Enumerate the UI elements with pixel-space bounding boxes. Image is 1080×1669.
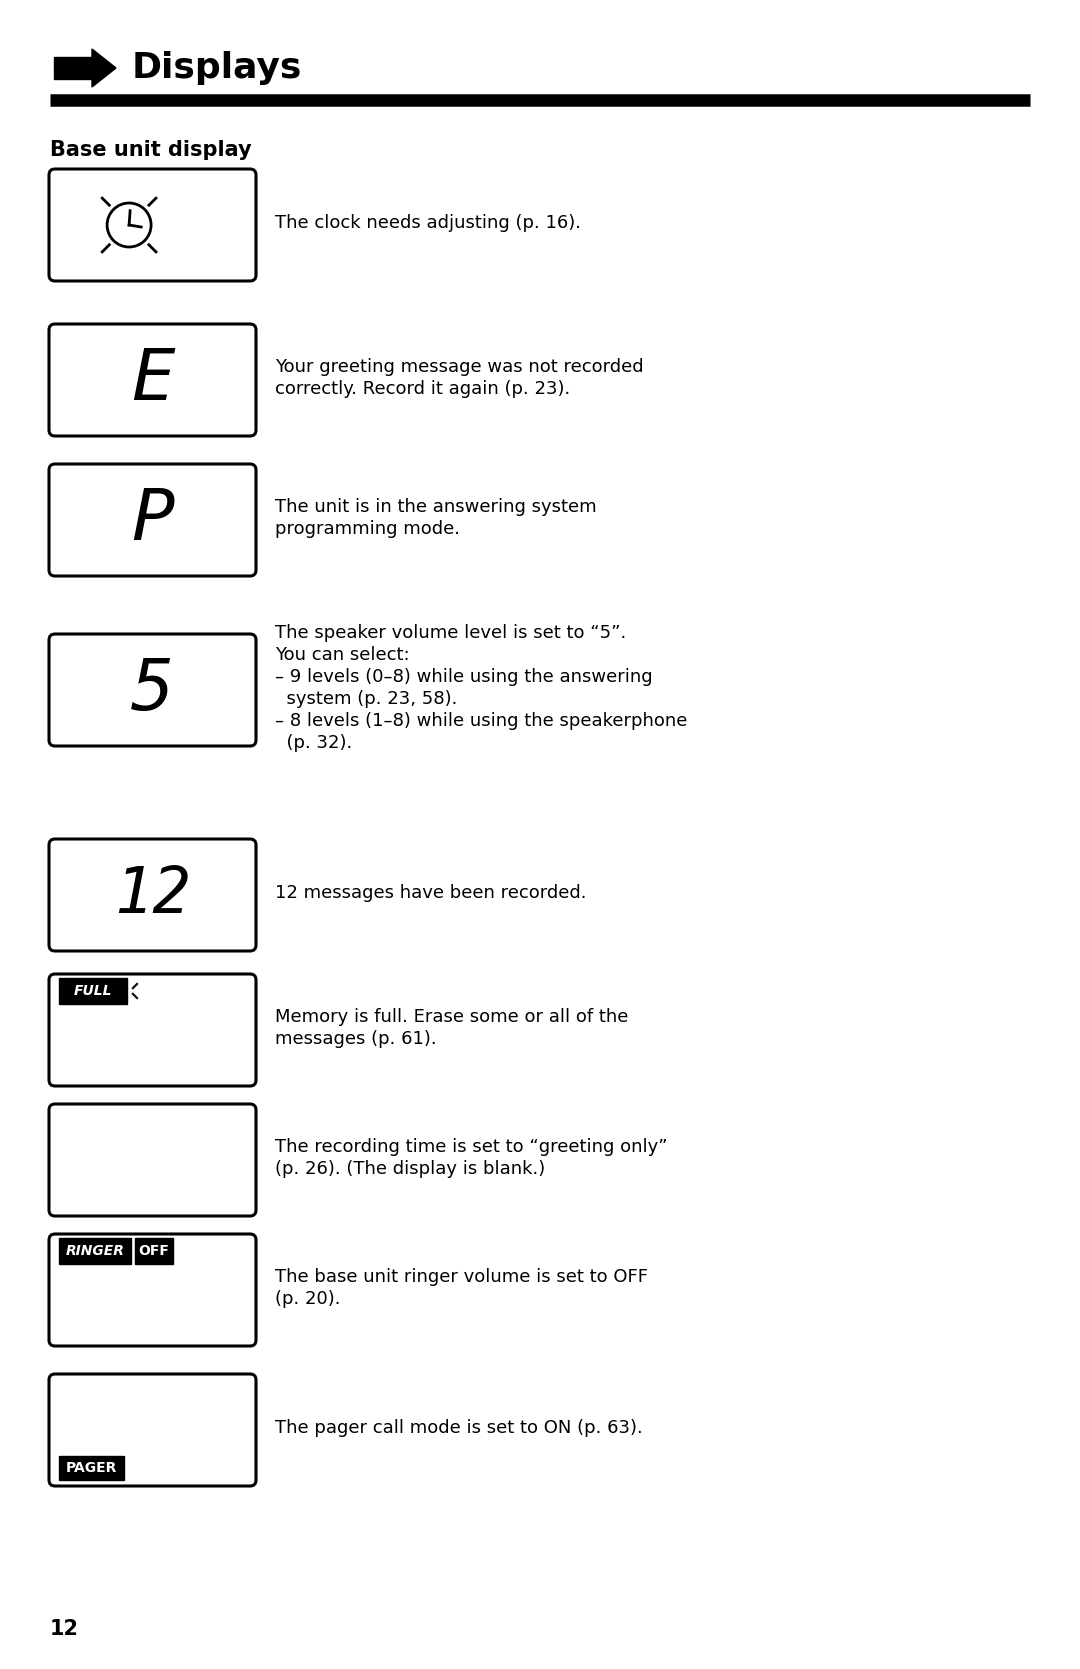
FancyBboxPatch shape bbox=[49, 464, 256, 576]
Text: system (p. 23, 58).: system (p. 23, 58). bbox=[275, 689, 457, 708]
FancyBboxPatch shape bbox=[49, 1233, 256, 1345]
Text: Base unit display: Base unit display bbox=[50, 140, 252, 160]
Text: (p. 26). (The display is blank.): (p. 26). (The display is blank.) bbox=[275, 1160, 545, 1178]
Text: The pager call mode is set to ON (p. 63).: The pager call mode is set to ON (p. 63)… bbox=[275, 1419, 643, 1437]
Text: messages (p. 61).: messages (p. 61). bbox=[275, 1030, 436, 1048]
Text: Memory is full. Erase some or all of the: Memory is full. Erase some or all of the bbox=[275, 1008, 629, 1026]
Text: programming mode.: programming mode. bbox=[275, 521, 460, 537]
Text: correctly. Record it again (p. 23).: correctly. Record it again (p. 23). bbox=[275, 381, 570, 397]
Text: PAGER: PAGER bbox=[66, 1460, 118, 1475]
Bar bbox=[59, 1238, 131, 1263]
Polygon shape bbox=[92, 48, 116, 87]
Bar bbox=[59, 1455, 124, 1480]
FancyBboxPatch shape bbox=[49, 324, 256, 436]
Text: The unit is in the answering system: The unit is in the answering system bbox=[275, 497, 596, 516]
Text: 12: 12 bbox=[114, 865, 191, 926]
Text: P: P bbox=[131, 486, 174, 554]
Text: Displays: Displays bbox=[132, 52, 302, 85]
Text: The recording time is set to “greeting only”: The recording time is set to “greeting o… bbox=[275, 1138, 667, 1157]
Text: FULL: FULL bbox=[73, 985, 112, 998]
Text: 12: 12 bbox=[50, 1619, 79, 1639]
Text: E: E bbox=[131, 345, 174, 414]
FancyBboxPatch shape bbox=[49, 169, 256, 280]
Text: The speaker volume level is set to “5”.: The speaker volume level is set to “5”. bbox=[275, 624, 626, 643]
Text: RINGER: RINGER bbox=[66, 1243, 124, 1258]
FancyBboxPatch shape bbox=[49, 1374, 256, 1485]
Text: – 8 levels (1–8) while using the speakerphone: – 8 levels (1–8) while using the speaker… bbox=[275, 713, 687, 729]
FancyBboxPatch shape bbox=[49, 1103, 256, 1217]
Text: The base unit ringer volume is set to OFF: The base unit ringer volume is set to OF… bbox=[275, 1268, 648, 1287]
Bar bbox=[59, 978, 127, 1005]
FancyBboxPatch shape bbox=[49, 840, 256, 951]
Bar bbox=[135, 1238, 173, 1263]
Bar bbox=[54, 57, 92, 78]
Text: OFF: OFF bbox=[138, 1243, 170, 1258]
Text: The clock needs adjusting (p. 16).: The clock needs adjusting (p. 16). bbox=[275, 214, 581, 232]
Text: (p. 32).: (p. 32). bbox=[275, 734, 352, 753]
Text: – 9 levels (0–8) while using the answering: – 9 levels (0–8) while using the answeri… bbox=[275, 668, 652, 686]
Text: Your greeting message was not recorded: Your greeting message was not recorded bbox=[275, 357, 644, 376]
FancyBboxPatch shape bbox=[49, 634, 256, 746]
Text: You can select:: You can select: bbox=[275, 646, 409, 664]
Text: 5: 5 bbox=[131, 656, 174, 724]
FancyBboxPatch shape bbox=[49, 975, 256, 1087]
Text: 12 messages have been recorded.: 12 messages have been recorded. bbox=[275, 885, 586, 901]
Text: (p. 20).: (p. 20). bbox=[275, 1290, 340, 1308]
